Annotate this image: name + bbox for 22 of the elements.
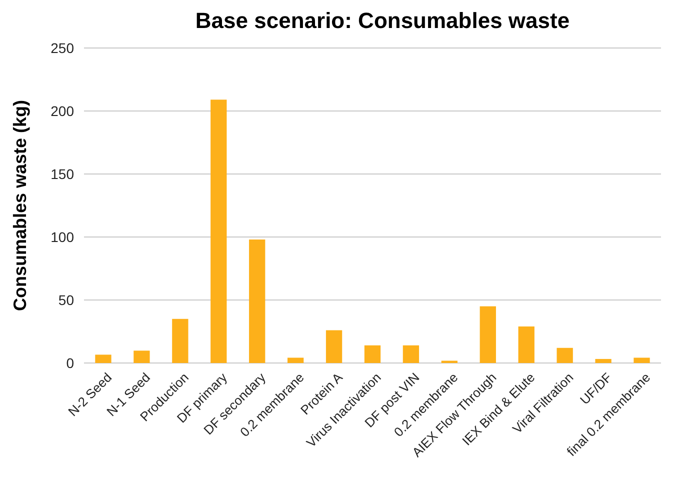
bar xyxy=(402,345,420,363)
bar xyxy=(556,348,573,363)
chart-title: Base scenario: Consumables waste xyxy=(195,8,570,33)
bar xyxy=(595,358,612,363)
bar xyxy=(249,240,266,363)
bar xyxy=(172,318,188,363)
y-tick-label: 200 xyxy=(50,102,74,119)
bar xyxy=(364,345,381,363)
y-tick-label: 150 xyxy=(50,166,74,182)
bar xyxy=(480,306,496,363)
y-tick-label: 250 xyxy=(50,40,74,56)
y-axis-title: Consumables waste (kg) xyxy=(10,100,30,312)
y-tick-label: 50 xyxy=(58,292,74,308)
y-tick-label: 100 xyxy=(50,228,74,245)
bar xyxy=(518,326,534,363)
bar xyxy=(210,100,227,363)
y-tick-label: 0 xyxy=(66,354,74,371)
bar xyxy=(95,354,112,363)
bar xyxy=(287,358,304,363)
bar xyxy=(634,358,650,363)
bar xyxy=(326,330,342,363)
bar xyxy=(134,350,150,363)
